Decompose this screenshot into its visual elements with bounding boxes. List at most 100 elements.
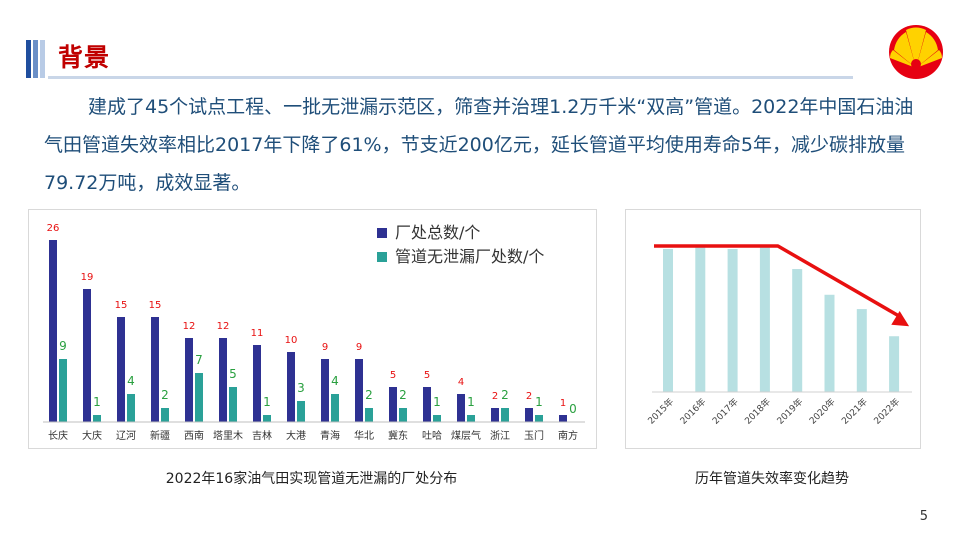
title-underline <box>48 76 853 79</box>
data-label-total-8: 9 <box>322 342 328 353</box>
bar-noleak-1 <box>93 415 101 422</box>
bar-total-10 <box>389 387 397 422</box>
data-label-noleak-7: 3 <box>297 381 305 395</box>
bar-noleak-3 <box>161 408 169 422</box>
trend-bar-7 <box>889 336 900 392</box>
bar-noleak-6 <box>263 415 271 422</box>
data-label-total-13: 2 <box>492 391 498 402</box>
trend-bar-0 <box>663 249 673 392</box>
bar-noleak-8 <box>331 394 339 422</box>
data-label-noleak-4: 7 <box>195 353 203 367</box>
bar-total-15 <box>559 415 567 422</box>
data-label-total-9: 9 <box>356 342 362 353</box>
bar-total-11 <box>423 387 431 422</box>
legend-swatch-total <box>377 228 387 238</box>
data-label-total-14: 2 <box>526 391 532 402</box>
year-label-6: 2021年 <box>839 396 870 427</box>
category-label-0: 长庆 <box>48 429 68 442</box>
data-label-total-7: 10 <box>285 335 298 346</box>
bar-total-4 <box>185 338 193 422</box>
slide-title: 背景 <box>58 43 111 72</box>
category-label-1: 大庆 <box>82 429 102 442</box>
trend-bar-6 <box>856 309 867 392</box>
data-label-total-10: 5 <box>390 370 396 381</box>
data-label-noleak-8: 4 <box>331 374 339 388</box>
data-label-noleak-1: 1 <box>93 395 101 409</box>
data-label-noleak-13: 2 <box>501 388 509 402</box>
bar-total-5 <box>219 338 227 422</box>
bar-total-6 <box>253 345 261 422</box>
trend-bar-3 <box>759 247 770 392</box>
category-label-10: 冀东 <box>388 429 408 442</box>
bar-noleak-12 <box>467 415 475 422</box>
summary-text: 建成了45个试点工程、一批无泄漏示范区，筛查并治理1.2万千米“双高”管道。20… <box>44 96 914 194</box>
category-label-8: 青海 <box>320 429 340 442</box>
trend-bar-5 <box>824 294 835 392</box>
data-label-total-12: 4 <box>458 377 464 388</box>
data-label-total-2: 15 <box>115 300 128 311</box>
category-label-2: 辽河 <box>116 430 136 442</box>
bar-noleak-14 <box>535 415 543 422</box>
bar-noleak-4 <box>195 373 203 422</box>
bar-total-0 <box>49 240 57 422</box>
year-label-0: 2015年 <box>645 396 676 427</box>
category-label-6: 吉林 <box>252 429 272 442</box>
category-label-4: 西南 <box>184 429 204 442</box>
bar-noleak-10 <box>399 408 407 422</box>
legend-label-total: 厂处总数/个 <box>395 223 480 242</box>
data-label-total-11: 5 <box>424 370 430 381</box>
bar-total-14 <box>525 408 533 422</box>
data-label-total-5: 12 <box>217 321 230 332</box>
year-label-4: 2019年 <box>774 396 805 427</box>
category-label-13: 浙江 <box>490 430 510 442</box>
bar-total-12 <box>457 394 465 422</box>
data-label-total-0: 26 <box>47 223 60 234</box>
bar-total-13 <box>491 408 499 422</box>
bar-total-8 <box>321 359 329 422</box>
bar-noleak-9 <box>365 408 373 422</box>
data-label-noleak-2: 4 <box>127 374 135 388</box>
year-label-3: 2018年 <box>742 396 773 427</box>
bar-noleak-2 <box>127 394 135 422</box>
year-label-2: 2017年 <box>710 396 741 427</box>
data-label-noleak-11: 1 <box>433 395 441 409</box>
failure-rate-trend-chart: 2015年 2016年 2017年 2018年 2019年 2020年 2021年 2022年 <box>645 244 912 427</box>
trend-arrow-head <box>891 311 910 327</box>
oilfield-bar-chart: 269长庆191大庆154辽河152新疆127西南125塔里木111吉林103大… <box>43 223 585 442</box>
left-chart-caption: 2022年16家油气田实现管道无泄漏的厂处分布 <box>165 471 458 487</box>
data-label-noleak-5: 5 <box>229 367 237 381</box>
data-label-total-3: 15 <box>149 300 162 311</box>
data-label-total-4: 12 <box>183 321 196 332</box>
page-number: 5 <box>919 509 928 524</box>
data-label-noleak-6: 1 <box>263 395 271 409</box>
data-label-noleak-0: 9 <box>59 339 67 353</box>
year-label-5: 2020年 <box>807 396 838 427</box>
bar-total-3 <box>151 317 159 422</box>
data-label-noleak-10: 2 <box>399 388 407 402</box>
category-label-9: 华北 <box>354 429 374 442</box>
year-label-7: 2022年 <box>871 396 902 427</box>
trend-bar-4 <box>792 269 803 392</box>
trend-bar-2 <box>727 249 738 392</box>
category-label-11: 吐哈 <box>422 429 442 442</box>
category-label-15: 南方 <box>558 429 578 442</box>
oilfield-bar-chart-panel: 26 9 长庆 19 1 大庆 15 4 辽河 15 2 新疆 12 7 西南 12 5 塔里木 11 1 吉林 10 3 大… <box>28 209 597 449</box>
category-label-3: 新疆 <box>150 429 170 442</box>
bar-noleak-7 <box>297 401 305 422</box>
category-label-5: 塔里木 <box>213 429 243 442</box>
company-logo <box>889 25 943 79</box>
right-chart-caption: 历年管道失效率变化趋势 <box>695 471 849 487</box>
bar-total-7 <box>287 352 295 422</box>
bar-total-9 <box>355 359 363 422</box>
title-accent-bars <box>26 40 46 78</box>
summary-paragraph: 建成了45个试点工程、一批无泄漏示范区，筛查并治理1.2万千米“双高”管道。20… <box>44 88 924 202</box>
category-label-7: 大港 <box>286 429 306 442</box>
trend-bar-1 <box>695 247 706 392</box>
bar-noleak-13 <box>501 408 509 422</box>
bar-noleak-0 <box>59 359 67 422</box>
failure-rate-trend-panel: 2015年 2016年 2017年 2018年 2019年 2020年 2021年 2022年 <box>625 209 921 449</box>
data-label-noleak-14: 1 <box>535 395 543 409</box>
legend-label-noleak: 管道无泄漏厂处数/个 <box>395 247 544 266</box>
trend-arrow-line <box>654 244 902 319</box>
data-label-noleak-3: 2 <box>161 388 169 402</box>
